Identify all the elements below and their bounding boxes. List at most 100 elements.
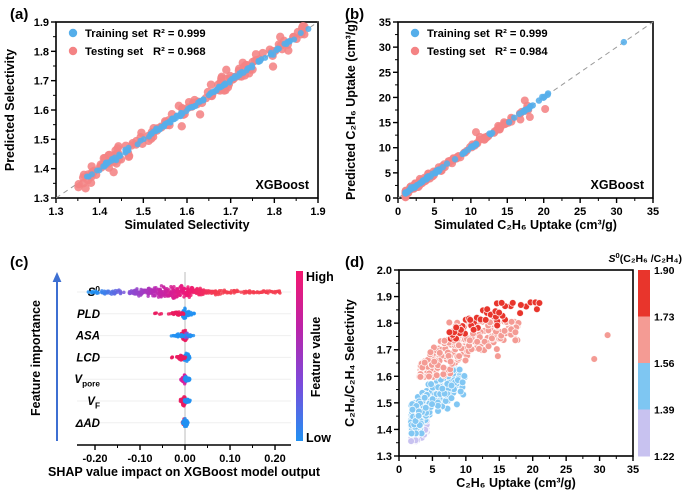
- svg-text:1.9: 1.9: [34, 17, 49, 29]
- colorbar-axis-label: Feature value: [309, 317, 323, 398]
- svg-text:0: 0: [385, 193, 391, 205]
- model-annotation: XGBoost: [591, 178, 645, 192]
- model-annotation: XGBoost: [256, 178, 310, 192]
- svg-text:1.9: 1.9: [310, 206, 325, 218]
- svg-text:10: 10: [379, 143, 391, 155]
- legend-marker: [410, 46, 420, 56]
- swarm-PLD: [153, 306, 196, 320]
- y-axis-label: C₂H₆/C₂H₄ Selectivity: [343, 299, 357, 427]
- svg-text:0: 0: [396, 464, 402, 476]
- svg-text:-0.10: -0.10: [127, 453, 152, 465]
- colorbar-tick-label: 1.90: [654, 265, 675, 277]
- panel-a-tag: (a): [10, 6, 29, 23]
- legend-label: Training set: [427, 28, 490, 40]
- svg-text:0.20: 0.20: [264, 453, 285, 465]
- colorbar-tick-label: 1.73: [654, 312, 675, 324]
- y-axis-label: Feature importance: [29, 300, 43, 416]
- svg-text:25: 25: [379, 67, 391, 79]
- svg-text:1.4: 1.4: [377, 424, 393, 436]
- panel-b: 0 5 10 15 20 25 30 35 0 5 10 15 20 25 30 35 Simulated C₂…: [341, 0, 683, 250]
- colorbar-low-label: Low: [306, 431, 331, 445]
- panel-d-selectivity-chart: 0 5 10 15 20 25 30 35 1.3 1.4 1.5 1.6 1.7 1.8 1.9 2.0 C₂…: [343, 251, 682, 490]
- panel-b-tag: (b): [345, 6, 365, 23]
- feature-value-colorbar: High Low Feature value: [296, 270, 334, 445]
- swarm-S0: [86, 283, 282, 300]
- swarm-ASA: [169, 328, 196, 343]
- legend-r2: R² = 0.968: [153, 46, 206, 58]
- arrow-up-icon: [52, 272, 62, 282]
- panel-a: 1.3 1.4 1.5 1.6 1.7 1.8 1.9 1.3 1.4 1.5 1.6 1.7 1.8 1…: [0, 0, 341, 250]
- svg-text:VF: VF: [87, 396, 100, 411]
- colorbar-tick-label: 1.22: [654, 451, 675, 463]
- svg-text:1.9: 1.9: [377, 292, 392, 304]
- panel-c: -0.20 -0.10 0.00 0.10 0.20 SHAP value impact …: [0, 250, 341, 500]
- svg-text:20: 20: [538, 206, 550, 218]
- swarm-Vpore: [179, 373, 192, 386]
- axes: 1.3 1.4 1.5 1.6 1.7 1.8 1.9 1.3 1.4 1.5 1.6 1.7 1.8 1…: [3, 17, 326, 232]
- svg-text:1.5: 1.5: [34, 134, 49, 146]
- swarm-LCD: [169, 351, 192, 363]
- y-axis-label: Predicted Selectivity: [3, 49, 17, 171]
- panel-c-tag: (c): [10, 254, 29, 271]
- svg-text:1.6: 1.6: [377, 371, 392, 383]
- svg-text:-0.20: -0.20: [82, 453, 107, 465]
- svg-text:0.00: 0.00: [174, 453, 195, 465]
- swarm-VF: [178, 395, 192, 408]
- svg-text:1.8: 1.8: [34, 46, 49, 58]
- svg-text:20: 20: [527, 464, 539, 476]
- colorbar-tick-label: 1.56: [654, 358, 675, 370]
- panel-a-parity-chart: 1.3 1.4 1.5 1.6 1.7 1.8 1.9 1.3 1.4 1.5 1.6 1.7 1.8 1…: [3, 17, 326, 232]
- svg-text:30: 30: [379, 42, 391, 54]
- legend-r2: R² = 0.999: [153, 28, 206, 40]
- svg-text:PLD: PLD: [77, 309, 100, 321]
- svg-text:1.3: 1.3: [34, 193, 49, 205]
- colorbar-high-label: High: [306, 270, 334, 284]
- svg-text:35: 35: [627, 464, 639, 476]
- svg-text:1.4: 1.4: [34, 164, 50, 176]
- svg-text:S0(C₂H₆ /C₂H₄): S0(C₂H₆ /C₂H₄): [609, 251, 682, 265]
- legend: Training set R² = 0.999 Testing set R² = 0.…: [410, 28, 548, 58]
- svg-text:15: 15: [493, 464, 505, 476]
- legend: Training set R² = 0.999 Testing set R² = 0.…: [68, 28, 206, 58]
- legend-marker: [410, 28, 420, 38]
- axes: 0 5 10 15 20 25 30 35 1.3 1.4 1.5 1.6 1.7 1.8 1.9 2.0 C₂…: [343, 265, 639, 490]
- x-axis-label: C₂H₆ Uptake (cm³/g): [456, 476, 576, 490]
- svg-text:5: 5: [431, 206, 437, 218]
- x-axis-label: Simulated C₂H₆ Uptake (cm³/g): [434, 218, 617, 232]
- svg-text:10: 10: [460, 464, 472, 476]
- panel-b-parity-chart: 0 5 10 15 20 25 30 35 0 5 10 15 20 25 30 35 Simulated C₂…: [344, 17, 659, 232]
- svg-text:25: 25: [574, 206, 586, 218]
- colorbar-tick-label: 1.39: [654, 405, 675, 417]
- legend-r2: R² = 0.999: [495, 28, 548, 40]
- points-training-set: [402, 38, 628, 197]
- svg-text:LCD: LCD: [76, 352, 100, 364]
- svg-text:1.7: 1.7: [223, 206, 238, 218]
- cluster-s0-1.39-1.56: [407, 365, 469, 438]
- svg-text:1.7: 1.7: [377, 345, 392, 357]
- y-axis-label: Predicted C₂H₆ Uptake (cm³/g): [344, 20, 358, 200]
- svg-text:25: 25: [560, 464, 572, 476]
- x-axis-label: Simulated Selectivity: [124, 218, 249, 232]
- legend-label: Testing set: [427, 46, 485, 58]
- svg-text:1.6: 1.6: [34, 105, 49, 117]
- svg-text:1.3: 1.3: [48, 206, 63, 218]
- svg-text:30: 30: [593, 464, 605, 476]
- points-training-set: [83, 26, 312, 180]
- legend-label: Training set: [85, 28, 148, 40]
- panel-d-tag: (d): [345, 254, 365, 271]
- selectivity-colorbar: 1.90 1.73 1.56 1.39 1.22 S0(C₂H₆ /C₂H₄): [609, 251, 682, 463]
- svg-text:15: 15: [379, 118, 391, 130]
- svg-text:35: 35: [379, 17, 391, 29]
- svg-text:1.8: 1.8: [377, 318, 392, 330]
- svg-text:ΔAD: ΔAD: [75, 418, 100, 430]
- svg-text:2.0: 2.0: [377, 265, 392, 277]
- panel-d: 0 5 10 15 20 25 30 35 1.3 1.4 1.5 1.6 1.7 1.8 1.9 2.0 C₂…: [341, 250, 683, 500]
- svg-text:1.8: 1.8: [267, 206, 282, 218]
- svg-text:15: 15: [501, 206, 513, 218]
- svg-text:1.3: 1.3: [377, 451, 392, 463]
- svg-text:10: 10: [465, 206, 477, 218]
- svg-text:20: 20: [379, 92, 391, 104]
- svg-text:1.6: 1.6: [179, 206, 194, 218]
